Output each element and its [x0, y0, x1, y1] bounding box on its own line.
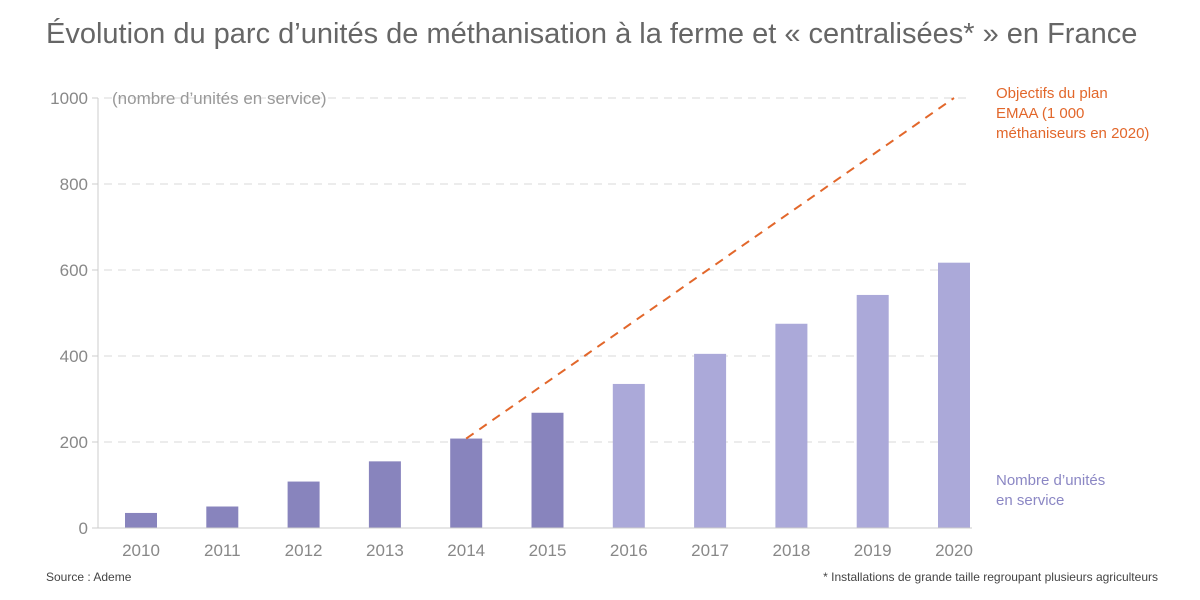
bar-2010	[125, 512, 157, 528]
bar-2012	[287, 481, 320, 528]
legend-target-line: Objectifs du plan	[996, 85, 1108, 102]
y-tick-label: 400	[60, 347, 88, 366]
bar-2018	[775, 323, 808, 528]
y-tick-label: 0	[79, 519, 88, 538]
legend-target: Objectifs du plan EMAA (1 000 méthaniseurs…	[996, 85, 1149, 142]
y-tick-label: 1000	[50, 89, 88, 108]
x-tick-label: 2011	[204, 541, 241, 560]
x-tick-label: 2010	[122, 541, 160, 560]
bar-2019	[856, 294, 889, 528]
bar-2013	[368, 461, 401, 528]
bar-2015	[531, 412, 564, 528]
bar-2020	[938, 262, 970, 528]
target-line	[465, 97, 955, 440]
y-axis-label: (nombre d’unités en service)	[112, 89, 326, 108]
y-tick-label: 200	[60, 433, 88, 452]
bar-2011	[206, 506, 239, 528]
legend-count-line: Nombre d’unités	[996, 472, 1105, 489]
footnote: * Installations de grande taille regroup…	[823, 570, 1158, 584]
chart-title: Évolution du parc d’unités de méthanisat…	[46, 18, 1138, 50]
legend-count: Nombre d’unités en service	[996, 472, 1105, 509]
legend-target-line: méthaniseurs en 2020)	[996, 125, 1149, 142]
x-tick-label: 2014	[447, 541, 485, 560]
bar-2016	[612, 383, 645, 528]
x-tick-label: 2012	[285, 541, 323, 560]
x-tick-label: 2013	[366, 541, 404, 560]
legend-target-line: EMAA (1 000	[996, 105, 1084, 122]
gridlines	[104, 97, 972, 443]
bars	[125, 262, 970, 528]
legend-count-line: en service	[996, 492, 1064, 509]
x-tick-label: 2017	[691, 541, 729, 560]
bar-2017	[694, 353, 727, 528]
source-note: Source : Ademe	[46, 570, 132, 584]
y-tick-label: 600	[60, 261, 88, 280]
x-axis: 2010 2011 2012 2013 2014 2015 2016 2017 2018 2019…	[98, 527, 973, 560]
x-tick-label: 2015	[529, 541, 567, 560]
x-tick-label: 2018	[772, 541, 810, 560]
x-tick-label: 2020	[935, 541, 973, 560]
x-tick-label: 2019	[854, 541, 892, 560]
x-tick-label: 2016	[610, 541, 648, 560]
target-line-group	[465, 97, 955, 440]
y-axis: 0 200 400 600 800 1000	[50, 89, 99, 538]
y-tick-label: 800	[60, 175, 88, 194]
bar-2014	[450, 438, 483, 528]
